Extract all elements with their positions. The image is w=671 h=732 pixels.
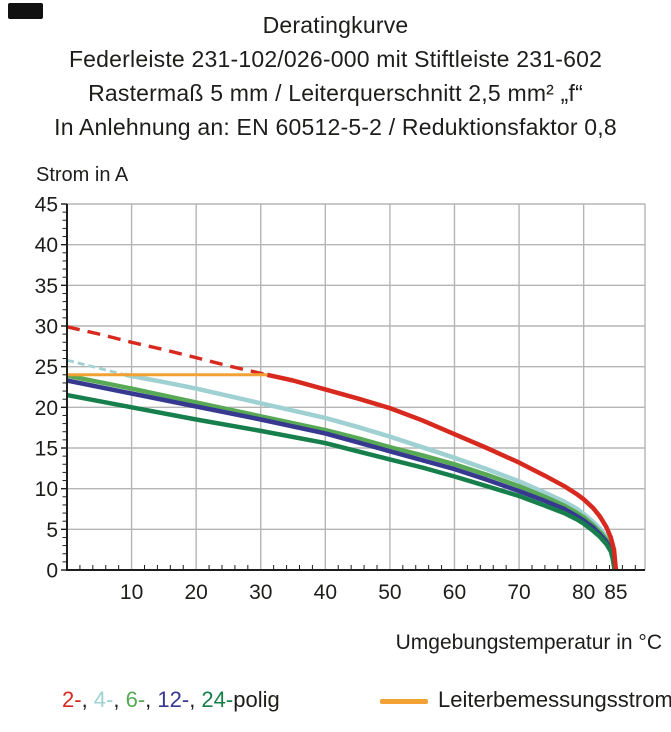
x-tick-50: 50 — [378, 581, 401, 604]
series-6-polig — [66, 373, 618, 571]
corner-mark — [8, 3, 43, 19]
legend-separator: , — [145, 687, 158, 712]
legend-line: Leiterbemessungsstrom — [380, 687, 671, 713]
series-layer — [66, 325, 619, 571]
y-tick-45: 45 — [35, 194, 58, 217]
x-axis-title: Umgebungstemperatur in °C — [395, 631, 662, 654]
axis-layer — [61, 203, 645, 571]
x-tick-85: 85 — [604, 581, 627, 604]
x-tick-70: 70 — [507, 581, 530, 604]
x-tick-20: 20 — [184, 581, 207, 604]
rated-current-label: Leiterbemessungsstrom — [438, 687, 671, 712]
y-tick-25: 25 — [35, 356, 58, 379]
legend-pole-2: 2- — [62, 687, 82, 712]
x-tick-10: 10 — [120, 581, 143, 604]
y-tick-15: 15 — [35, 438, 58, 461]
title-block: Deratingkurve Federleiste 231-102/026-00… — [0, 8, 671, 144]
legend-pole-24: 24- — [201, 687, 234, 712]
y-tick-30: 30 — [35, 316, 58, 339]
series-2-polig — [66, 325, 619, 571]
legend-pole-6: 6- — [125, 687, 146, 712]
x-tick-80: 80 — [572, 581, 595, 604]
legend-separator: , — [81, 687, 94, 712]
y-tick-10: 10 — [35, 478, 58, 501]
y-axis-title: Strom in A — [36, 164, 129, 186]
legend-separator: , — [189, 687, 202, 712]
x-tick-60: 60 — [443, 581, 466, 604]
legend-pole-12: 12- — [157, 687, 190, 712]
subtitle-norm: In Anlehnung an: EN 60512-5-2 / Reduktio… — [54, 114, 617, 140]
y-tick-0: 0 — [46, 560, 58, 583]
legend-poles-suffix: polig — [233, 687, 280, 712]
y-tick-35: 35 — [35, 275, 58, 298]
y-tick-40: 40 — [35, 234, 58, 257]
y-tick-5: 5 — [46, 519, 58, 542]
subtitle-raster: Rastermaß 5 mm / Leiterquerschnitt 2,5 m… — [88, 80, 583, 106]
x-tick-40: 40 — [314, 581, 337, 604]
legend-poles: 2-, 4-, 6-, 12-, 24-polig — [62, 687, 280, 713]
y-tick-20: 20 — [35, 397, 58, 420]
series-24-polig — [66, 392, 617, 571]
legend-separator: , — [113, 687, 126, 712]
derating-chart-svg: 10 20 30 40 50 60 70 80 85 0 5 10 15 20 25 30 35 40 45 — [35, 194, 646, 605]
rated-current-line-icon — [380, 698, 428, 704]
subtitle-parts: Federleiste 231-102/026-000 mit Stiftlei… — [68, 46, 603, 72]
x-tick-30: 30 — [249, 581, 272, 604]
grid-layer — [67, 203, 646, 570]
page-title: Deratingkurve — [262, 12, 409, 38]
tick-label-layer: 10 20 30 40 50 60 70 80 85 0 5 10 15 20 25 30 35 40 45 — [35, 194, 628, 605]
legend-pole-4: 4- — [93, 687, 114, 712]
